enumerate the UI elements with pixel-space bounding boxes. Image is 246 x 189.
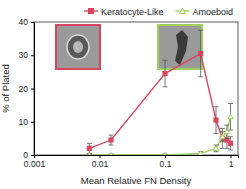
data-point xyxy=(108,137,113,142)
x-tick: 0.01 xyxy=(92,155,109,169)
y-tick-mark xyxy=(31,22,34,23)
error-bar xyxy=(228,103,233,130)
legend: Keratocyte-Like Amoeboid xyxy=(84,7,233,17)
y-axis-title: % of Plated xyxy=(0,64,11,113)
y-tick: 10 xyxy=(19,117,34,127)
y-tick-label: 30 xyxy=(19,50,29,60)
x-axis-line xyxy=(35,156,239,159)
inset-frame xyxy=(56,25,100,69)
x-axis-title: Mean Relative FN Density xyxy=(81,175,192,186)
data-point xyxy=(220,134,225,139)
error-bar xyxy=(163,60,168,87)
error-bar-cap xyxy=(163,60,168,61)
error-bar-cap xyxy=(228,150,233,151)
data-point xyxy=(213,146,218,151)
error-bar-cap xyxy=(87,143,92,144)
y-tick-label: 40 xyxy=(19,17,29,27)
inset-frame xyxy=(158,25,202,69)
error-bar-cap xyxy=(109,145,114,146)
error-bar xyxy=(220,128,225,148)
plot: 0.0010.010.11010203040 xyxy=(19,17,239,169)
error-bar-cap xyxy=(214,133,219,134)
error-bar-cap xyxy=(214,106,219,107)
y-axis-line xyxy=(31,23,35,156)
x-tick-mark xyxy=(231,155,232,158)
error-bar xyxy=(214,145,219,152)
error-bar xyxy=(214,107,219,134)
y-tick-label: 0 xyxy=(23,150,28,160)
series xyxy=(87,30,233,153)
y-tick: 20 xyxy=(19,84,34,94)
error-bar-cap xyxy=(220,131,225,132)
cell-shape xyxy=(67,35,89,59)
error-bar-cap xyxy=(220,128,225,129)
y-tick: 30 xyxy=(19,50,34,60)
error-bar-cap xyxy=(228,130,233,131)
error-bar-cap xyxy=(224,138,229,139)
data-point xyxy=(87,152,92,155)
error-bar-cap xyxy=(198,76,203,77)
data-point xyxy=(228,141,233,146)
legend-entry: Amoeboid xyxy=(176,7,234,17)
x-tick-mark xyxy=(165,155,166,158)
series-line xyxy=(89,117,230,155)
data-point xyxy=(213,117,218,122)
y-axis: 0 10 20 30 40 xyxy=(19,17,35,160)
legend-marker xyxy=(88,8,94,14)
y-tick-mark xyxy=(31,89,34,90)
x-tick-label: 1 xyxy=(229,159,234,169)
y-tick: 40 xyxy=(19,17,34,27)
y-tick-label: 10 xyxy=(19,117,29,127)
series xyxy=(87,103,233,155)
series-line xyxy=(89,54,230,149)
error-bar-cap xyxy=(224,125,229,126)
x-tick-label: 0.1 xyxy=(160,159,172,169)
x-axis: 0.001 0.01 0.1 1 xyxy=(24,155,239,169)
error-bar-cap xyxy=(228,136,233,137)
data-point xyxy=(198,151,203,155)
data-point xyxy=(87,146,92,151)
legend-label: Amoeboid xyxy=(193,7,234,17)
inset-image xyxy=(56,25,100,69)
data-point xyxy=(228,114,233,119)
marks xyxy=(87,30,233,155)
data-point xyxy=(198,51,203,56)
legend-entry: Keratocyte-Like xyxy=(84,7,164,17)
x-tick-label: 0.001 xyxy=(24,159,46,169)
y-tick: 0 xyxy=(23,150,34,160)
error-bar-cap xyxy=(109,135,114,136)
plot-frame xyxy=(34,22,238,155)
x-tick-label: 0.01 xyxy=(92,159,109,169)
error-bar-cap xyxy=(214,151,219,152)
x-tick-mark xyxy=(100,155,101,158)
cell-shape xyxy=(175,30,188,65)
y-tick-mark xyxy=(31,122,34,123)
cell-nucleus xyxy=(73,41,83,53)
legend-marker xyxy=(180,8,186,13)
error-bar-cap xyxy=(224,148,229,149)
y-tick-mark xyxy=(31,55,34,56)
data-point xyxy=(162,152,167,155)
x-tick: 0.1 xyxy=(160,155,172,169)
legend-label: Keratocyte-Like xyxy=(101,7,164,17)
error-bar-cap xyxy=(198,30,203,31)
error-bar xyxy=(224,125,229,138)
error-bar xyxy=(109,135,114,145)
y-tick-label: 20 xyxy=(19,84,29,94)
data-point xyxy=(162,71,167,76)
inset-image xyxy=(158,25,202,69)
error-bar-cap xyxy=(220,141,225,142)
error-bar-cap xyxy=(228,103,233,104)
x-tick: 1 xyxy=(229,155,234,169)
chart: 0.0010.010.11010203040Mean Relative FN D… xyxy=(0,0,246,189)
y-tick-mark xyxy=(31,155,34,156)
error-bar xyxy=(198,152,203,155)
error-bar xyxy=(198,30,203,77)
error-bar-cap xyxy=(163,86,168,87)
error-bar-cap xyxy=(220,148,225,149)
data-point xyxy=(108,152,113,155)
